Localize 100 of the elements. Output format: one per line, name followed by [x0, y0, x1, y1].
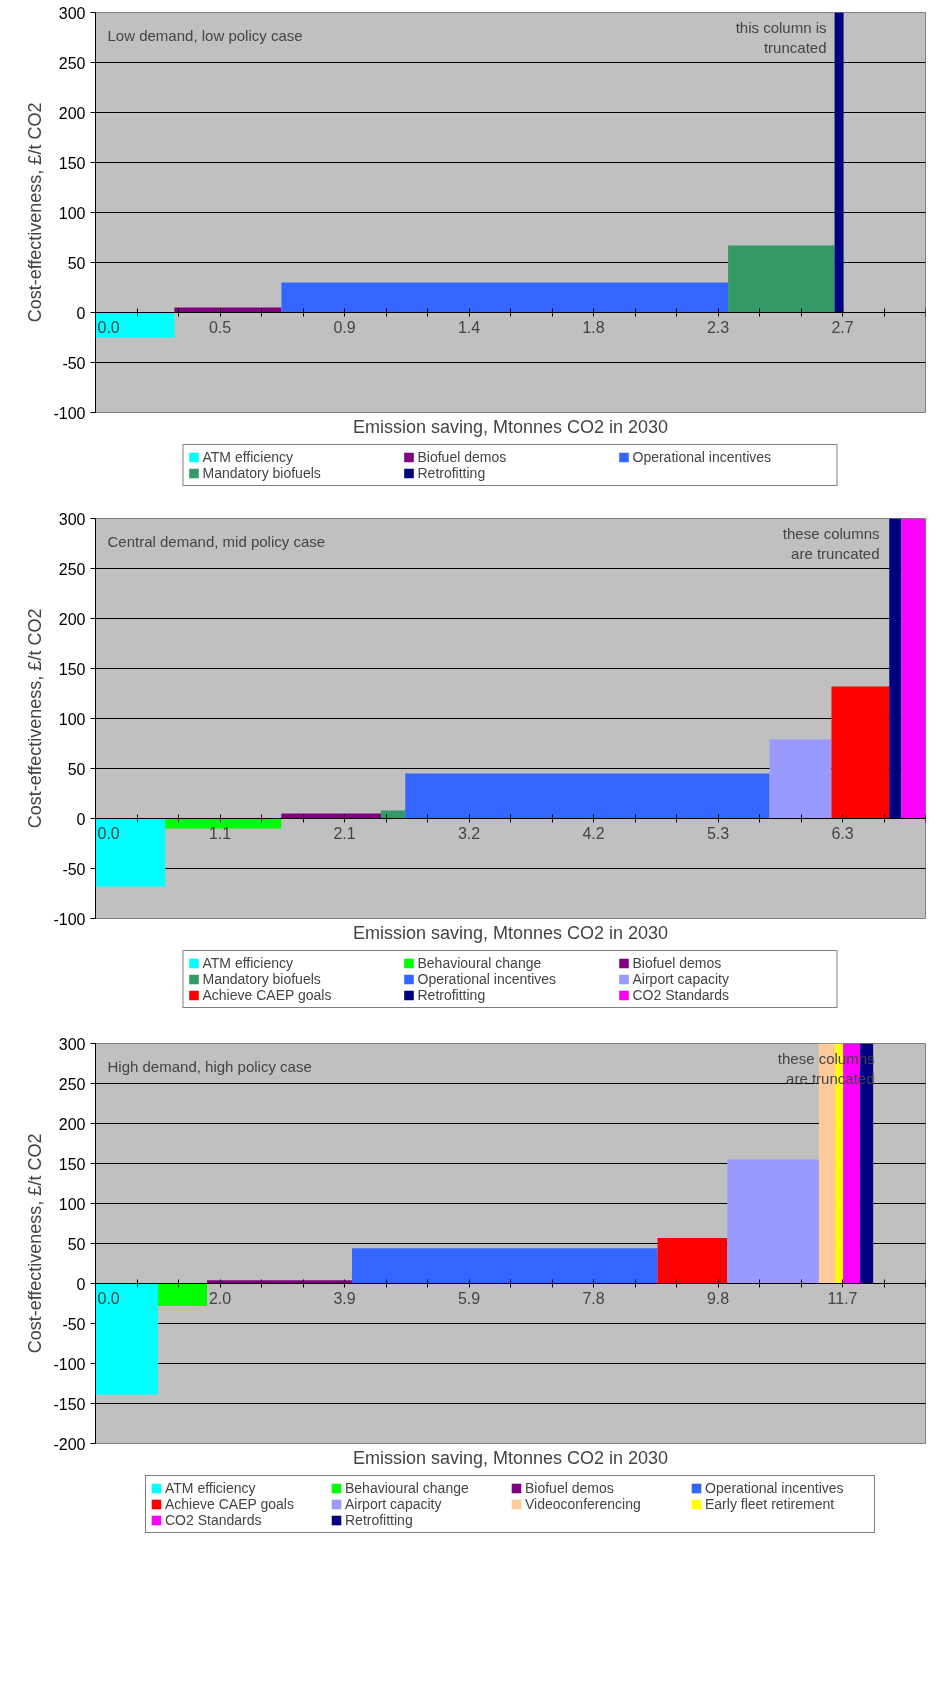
y-tick-label: 100 [58, 204, 86, 222]
y-tick-label: 250 [58, 1075, 86, 1093]
x-tick-label: 2.7 [831, 318, 854, 336]
y-tick-label: 200 [58, 610, 86, 628]
bar [727, 1159, 819, 1284]
x-tick-label: 5.9 [457, 1289, 481, 1307]
x-tick-label: 11.7 [827, 1289, 858, 1307]
y-tick-label: 150 [58, 1155, 86, 1173]
legend-label: ATM efficiency [202, 955, 294, 971]
y-tick-label: -100 [53, 404, 86, 422]
y-tick-label: -100 [53, 910, 86, 928]
legend-label: Biofuel demos [525, 1480, 615, 1496]
y-tick-label: -50 [62, 860, 86, 878]
legend-label: Behavioural change [417, 955, 543, 971]
legend-label: Biofuel demos [632, 955, 723, 971]
bar [207, 1280, 352, 1284]
legend-label: Airport capacity [632, 971, 730, 987]
x-tick-label: 1.4 [457, 318, 481, 336]
y-tick-label: 250 [58, 560, 86, 578]
y-tick-label: 50 [67, 1235, 86, 1253]
y-tick-label: 250 [58, 54, 86, 72]
legend-label: ATM efficiency [165, 1480, 257, 1496]
y-tick-label: -150 [53, 1395, 86, 1413]
bar [889, 518, 902, 819]
x-tick-label: 0.9 [333, 318, 356, 336]
x-axis-title: Emission saving, Mtonnes CO2 in 2030 [352, 1447, 669, 1468]
legend-label: Achieve CAEP goals [165, 1496, 295, 1512]
bar [95, 312, 175, 338]
y-tick-label: -100 [53, 1355, 86, 1373]
x-tick-label: 3.2 [457, 824, 481, 842]
y-tick-label: -200 [53, 1435, 86, 1453]
legend-label: Mandatory biofuels [202, 465, 322, 481]
x-tick-label: 1.8 [582, 318, 605, 336]
bar [157, 1283, 208, 1306]
x-axis-title: Emission saving, Mtonnes CO2 in 2030 [352, 922, 669, 943]
bar [95, 1283, 158, 1395]
x-tick-label: 4.2 [582, 824, 605, 842]
y-tick-label: 50 [67, 760, 86, 778]
legend-label: ATM efficiency [202, 449, 294, 465]
legend-label: Retrofitting [345, 1512, 414, 1528]
y-tick-label: -50 [62, 354, 86, 372]
bar [657, 1237, 728, 1284]
x-tick-label: 6.3 [831, 824, 854, 842]
bar [405, 773, 770, 819]
y-tick-label: 0 [76, 304, 86, 322]
y-tick-label: 200 [58, 104, 86, 122]
bar [831, 686, 890, 819]
legend-label: Airport capacity [345, 1496, 443, 1512]
text: Central demand, mid policy case [107, 532, 326, 550]
legend-label: Operational incentives [632, 449, 773, 465]
annotation: this column is truncated [735, 18, 827, 56]
y-tick-label: 150 [58, 154, 86, 172]
y-tick-label: 0 [76, 810, 86, 828]
text: High demand, high policy case [107, 1057, 312, 1075]
x-tick-label: 0.5 [208, 318, 232, 336]
legend-label: Biofuel demos [417, 449, 508, 465]
x-tick-label: 7.8 [582, 1289, 605, 1307]
bar [95, 818, 166, 887]
y-tick-label: 150 [58, 660, 86, 678]
bar [281, 282, 729, 313]
bar [834, 12, 844, 313]
x-tick-label: 3.9 [333, 1289, 356, 1307]
x-tick-label: 5.3 [706, 824, 730, 842]
x-tick-label: 0.0 [97, 1289, 120, 1307]
annotation: these columns are truncated [777, 1049, 875, 1087]
y-tick-label: 100 [58, 710, 86, 728]
y-axis-title: Cost-effectiveness, £/t CO2 [25, 1133, 46, 1354]
x-tick-label: 2.0 [208, 1289, 232, 1307]
legend-label: Behavioural change [345, 1480, 470, 1496]
bar [901, 518, 926, 819]
annotation: these columns are truncated [782, 524, 880, 562]
y-tick-label: 300 [58, 510, 86, 528]
legend-label: Early fleet retirement [705, 1496, 836, 1512]
legend-label: Operational incentives [705, 1480, 845, 1496]
x-tick-label: 0.0 [97, 824, 120, 842]
y-axis-title: Cost-effectiveness, £/t CO2 [25, 608, 46, 829]
bar [728, 245, 835, 313]
y-tick-label: 300 [58, 4, 86, 22]
legend-label: Retrofitting [417, 465, 487, 481]
y-tick-label: 100 [58, 1195, 86, 1213]
legend-label: Retrofitting [417, 987, 487, 1003]
bar [769, 739, 832, 819]
y-axis-title: Cost-effectiveness, £/t CO2 [25, 102, 46, 323]
y-tick-label: 50 [67, 254, 86, 272]
legend-label: CO2 Standards [165, 1512, 263, 1528]
bar [351, 1248, 658, 1284]
y-tick-label: 200 [58, 1115, 86, 1133]
legend-label: Mandatory biofuels [202, 971, 322, 987]
x-tick-label: 2.1 [333, 824, 356, 842]
x-axis-title: Emission saving, Mtonnes CO2 in 2030 [352, 416, 669, 437]
x-tick-label: 2.3 [706, 318, 730, 336]
text: Low demand, low policy case [107, 26, 303, 44]
legend-label: Videoconferencing [525, 1496, 642, 1512]
x-tick-label: 9.8 [706, 1289, 730, 1307]
x-tick-label: 0.0 [97, 318, 120, 336]
legend-label: Achieve CAEP goals [202, 987, 333, 1003]
legend-label: Operational incentives [417, 971, 558, 987]
y-tick-label: -50 [62, 1315, 86, 1333]
legend-label: CO2 Standards [632, 987, 730, 1003]
y-tick-label: 300 [58, 1035, 86, 1053]
